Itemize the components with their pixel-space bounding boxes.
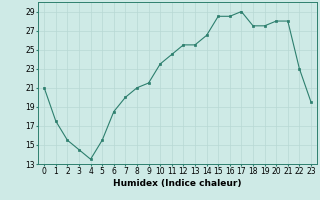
X-axis label: Humidex (Indice chaleur): Humidex (Indice chaleur)	[113, 179, 242, 188]
